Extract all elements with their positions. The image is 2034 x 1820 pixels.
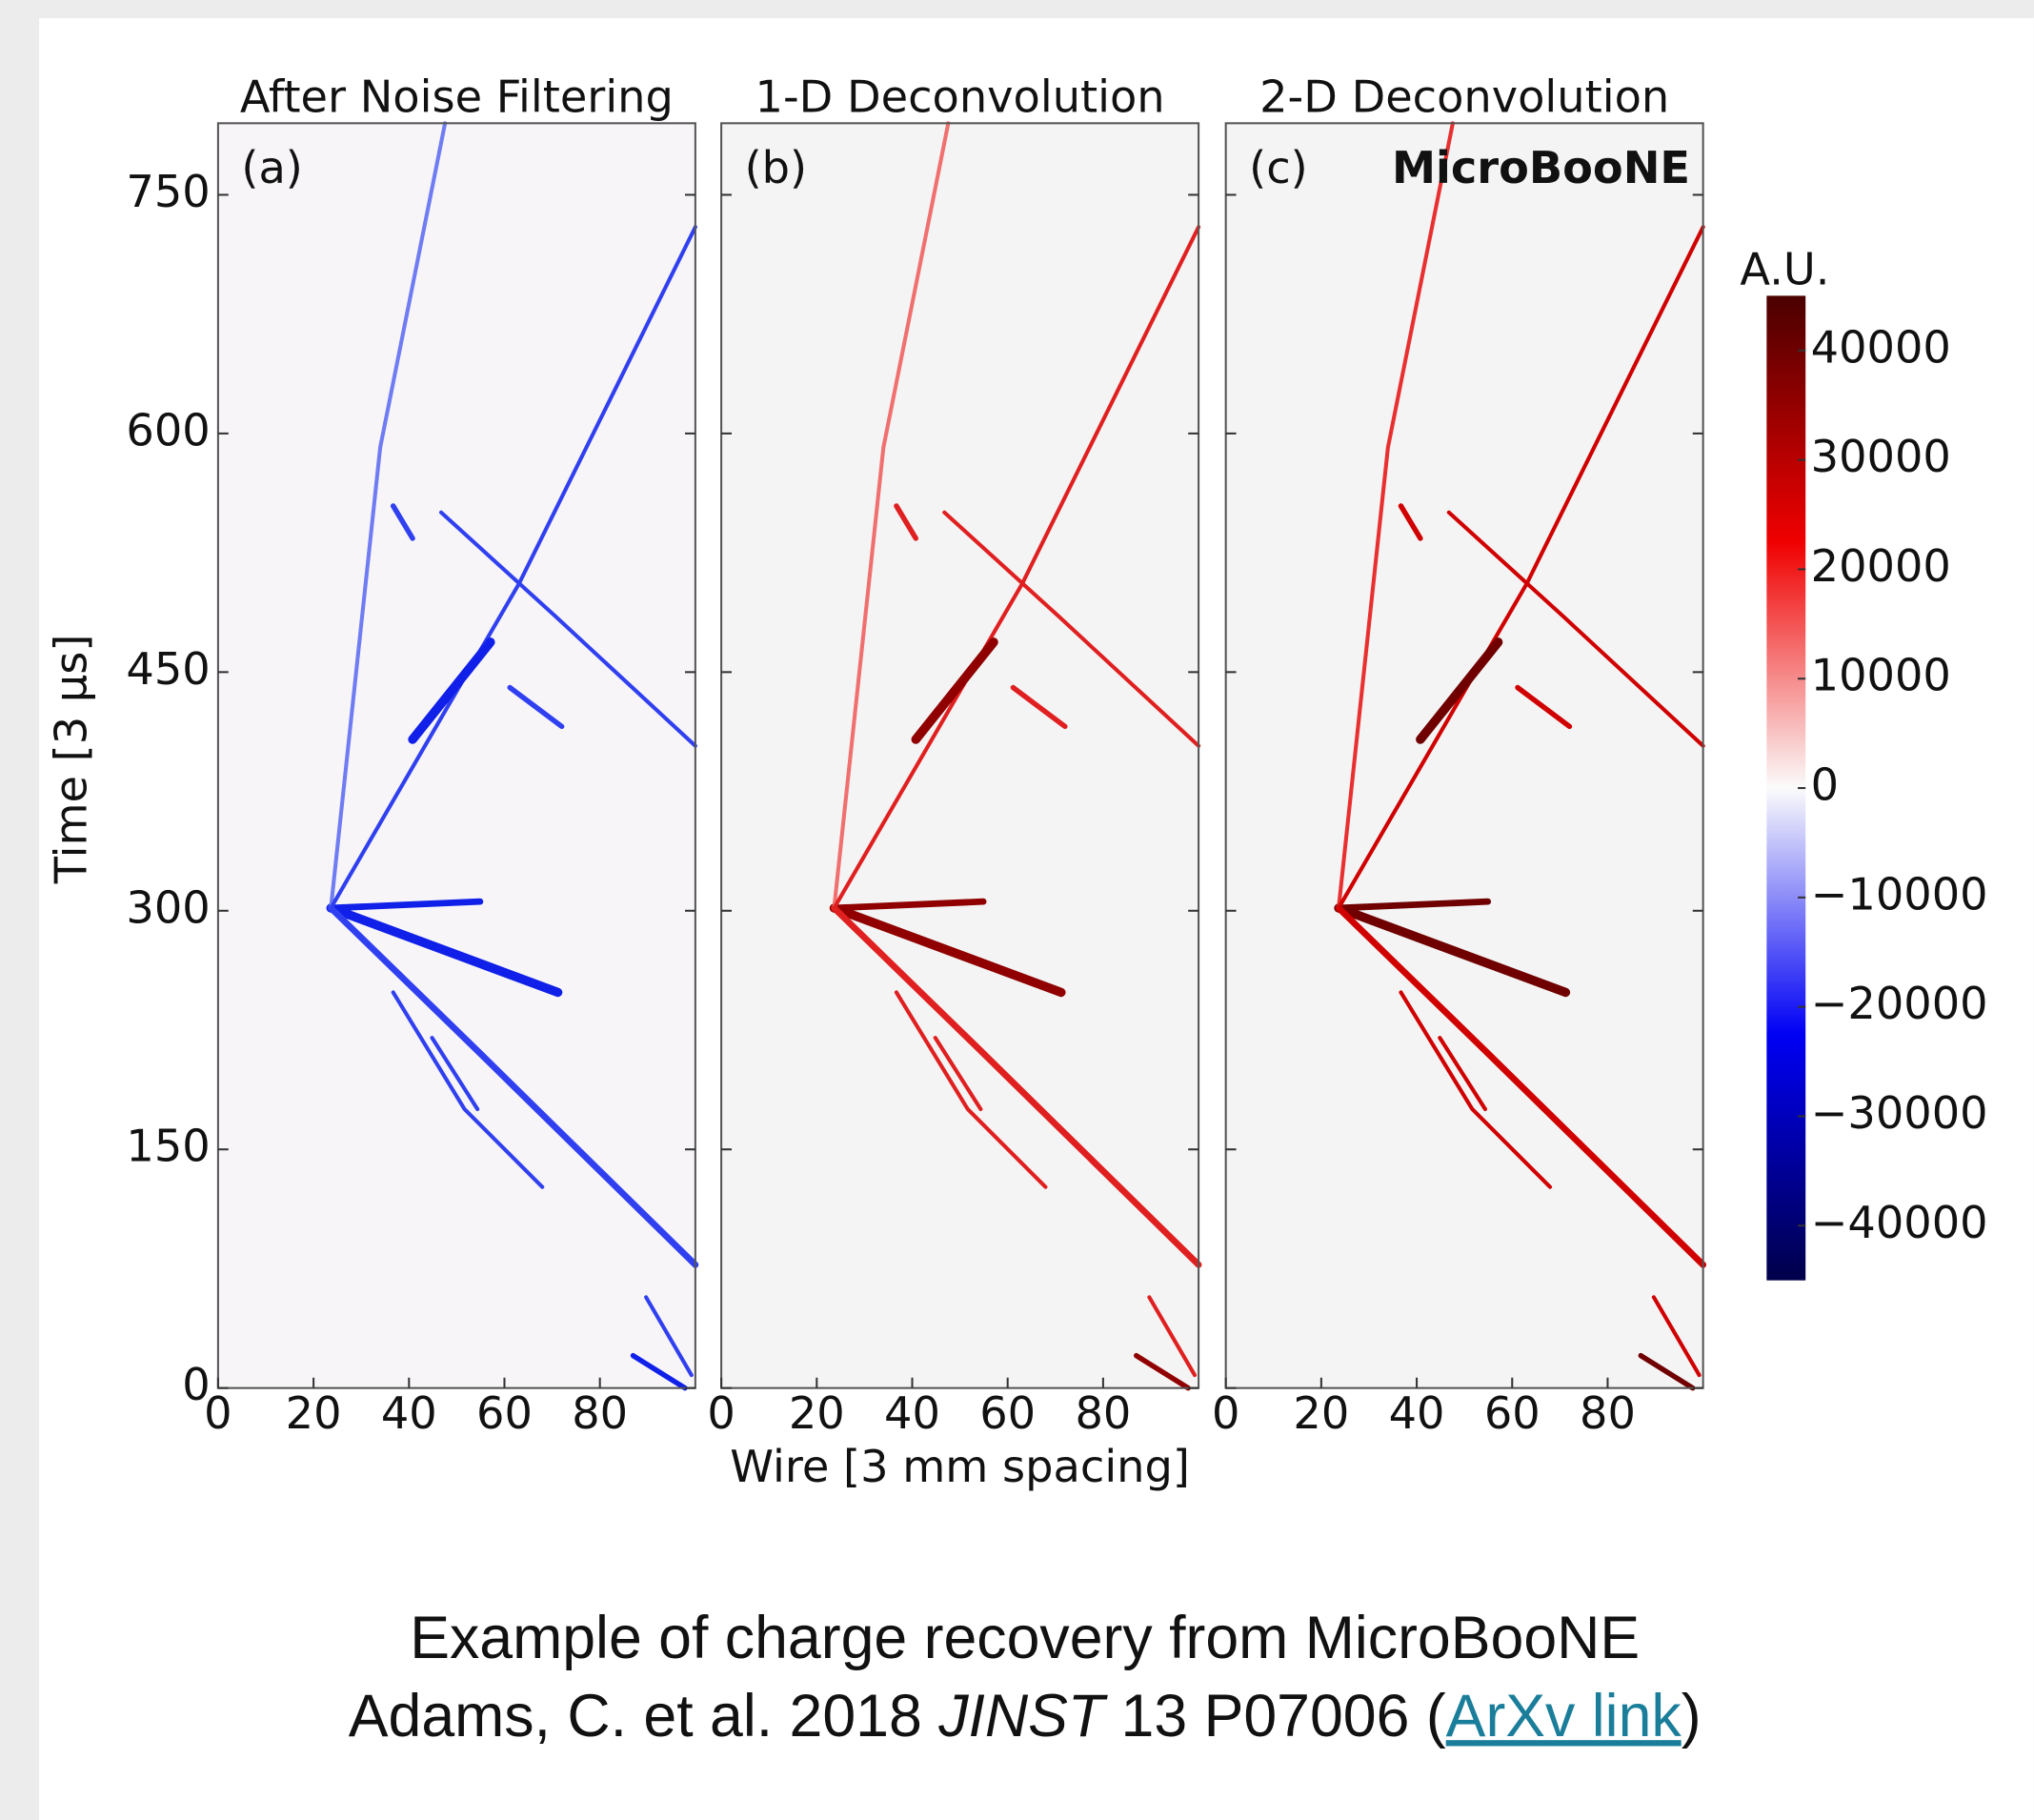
panel-title: 2-D Deconvolution bbox=[1259, 71, 1669, 122]
x-tick-label: 40 bbox=[884, 1387, 940, 1439]
track bbox=[1638, 1352, 1696, 1391]
x-tick-label: 80 bbox=[572, 1387, 628, 1439]
track bbox=[1399, 990, 1553, 1189]
y-tick-label: 0 bbox=[182, 1359, 210, 1410]
track bbox=[1438, 1036, 1487, 1112]
panel-title: 1-D Deconvolution bbox=[755, 71, 1165, 122]
watermark: MicroBooNE bbox=[1392, 142, 1690, 193]
colorbar-label: A.U. bbox=[1740, 243, 1829, 294]
track bbox=[831, 904, 1202, 1268]
x-tick-label: 0 bbox=[707, 1387, 735, 1439]
track bbox=[630, 1352, 688, 1391]
track bbox=[326, 903, 563, 998]
caption-line: Example of charge recovery from MicroBoo… bbox=[410, 1605, 1640, 1671]
citation-text: 13 P07006 ( bbox=[1104, 1683, 1446, 1749]
colorbar-tick-label: −40000 bbox=[1811, 1197, 1988, 1248]
x-tick-label: 20 bbox=[1293, 1387, 1349, 1439]
colorbar-tick-label: −20000 bbox=[1811, 978, 1988, 1029]
panel-label: (c) bbox=[1249, 142, 1308, 193]
x-tick-label: 20 bbox=[789, 1387, 845, 1439]
heatmap-background bbox=[1225, 123, 1703, 1388]
track bbox=[1134, 1352, 1191, 1391]
track bbox=[1446, 510, 1705, 748]
panel-frame bbox=[216, 122, 696, 1389]
colorbar-tick-label: 30000 bbox=[1811, 431, 1951, 482]
y-tick-label: 150 bbox=[126, 1121, 210, 1172]
track bbox=[1515, 684, 1573, 730]
track bbox=[1337, 121, 1455, 910]
x-tick-label: 40 bbox=[381, 1387, 437, 1439]
citation: Adams, C. et al. 2018 JINST 13 P07006 (A… bbox=[349, 1683, 1702, 1749]
track bbox=[1651, 1295, 1702, 1378]
panel-label: (b) bbox=[745, 142, 807, 193]
track bbox=[507, 684, 565, 730]
track bbox=[1416, 637, 1503, 744]
track bbox=[329, 121, 448, 910]
track bbox=[327, 904, 699, 1268]
track bbox=[1335, 904, 1707, 1268]
tracks bbox=[829, 121, 1202, 1391]
x-tick-label: 60 bbox=[979, 1387, 1036, 1439]
track bbox=[408, 637, 495, 744]
x-tick-label: 0 bbox=[204, 1387, 232, 1439]
panel-title: After Noise Filtering bbox=[240, 71, 674, 122]
track bbox=[644, 1295, 694, 1378]
x-tick-label: 80 bbox=[1580, 1387, 1636, 1439]
x-tick-label: 0 bbox=[1212, 1387, 1239, 1439]
citation-text: ) bbox=[1682, 1683, 1702, 1749]
y-tick-label: 300 bbox=[126, 881, 210, 933]
track bbox=[390, 503, 415, 541]
x-axis-label: Wire [3 mm spacing] bbox=[730, 1441, 1190, 1492]
colorbar-tick-label: 40000 bbox=[1811, 321, 1951, 373]
y-tick-label: 450 bbox=[126, 643, 210, 695]
colorbar-tick-label: 20000 bbox=[1811, 540, 1951, 592]
panel-frame bbox=[1224, 122, 1704, 1389]
x-tick-label: 60 bbox=[1484, 1387, 1541, 1439]
track bbox=[430, 1036, 480, 1112]
heatmap-background bbox=[721, 123, 1199, 1388]
panel-frame bbox=[720, 122, 1200, 1389]
track bbox=[439, 510, 697, 748]
track bbox=[829, 903, 1066, 998]
track bbox=[832, 121, 951, 910]
tracks bbox=[1334, 121, 1707, 1391]
x-tick-label: 80 bbox=[1075, 1387, 1131, 1439]
track bbox=[1398, 503, 1423, 541]
track bbox=[894, 503, 919, 541]
panel-label: (a) bbox=[241, 142, 302, 193]
x-tick-label: 20 bbox=[286, 1387, 342, 1439]
track bbox=[1335, 898, 1492, 912]
track bbox=[391, 990, 545, 1189]
colorbar-tick-label: 10000 bbox=[1811, 650, 1951, 701]
journal: JINST bbox=[937, 1683, 1108, 1749]
tracks bbox=[326, 121, 699, 1391]
colorbar-tick-label: −30000 bbox=[1811, 1087, 1988, 1139]
track bbox=[327, 898, 484, 912]
y-tick-label: 750 bbox=[126, 166, 210, 217]
track bbox=[1147, 1295, 1198, 1378]
track bbox=[831, 898, 987, 912]
y-axis-label: Time [3 μs] bbox=[45, 635, 96, 885]
track bbox=[1334, 903, 1571, 998]
track bbox=[933, 1036, 983, 1112]
heatmap-background bbox=[217, 123, 695, 1388]
colorbar-tick-label: 0 bbox=[1811, 759, 1839, 811]
y-tick-label: 600 bbox=[126, 404, 210, 455]
x-tick-label: 60 bbox=[476, 1387, 533, 1439]
colorbar-tick-label: −10000 bbox=[1811, 868, 1988, 920]
track bbox=[911, 637, 998, 744]
citation-text: Adams, C. et al. 2018 bbox=[349, 1683, 938, 1749]
x-tick-label: 40 bbox=[1389, 1387, 1445, 1439]
track bbox=[894, 990, 1048, 1189]
track bbox=[942, 510, 1201, 748]
arxiv-link[interactable]: ArXv link bbox=[1446, 1683, 1682, 1749]
track bbox=[1010, 684, 1068, 730]
